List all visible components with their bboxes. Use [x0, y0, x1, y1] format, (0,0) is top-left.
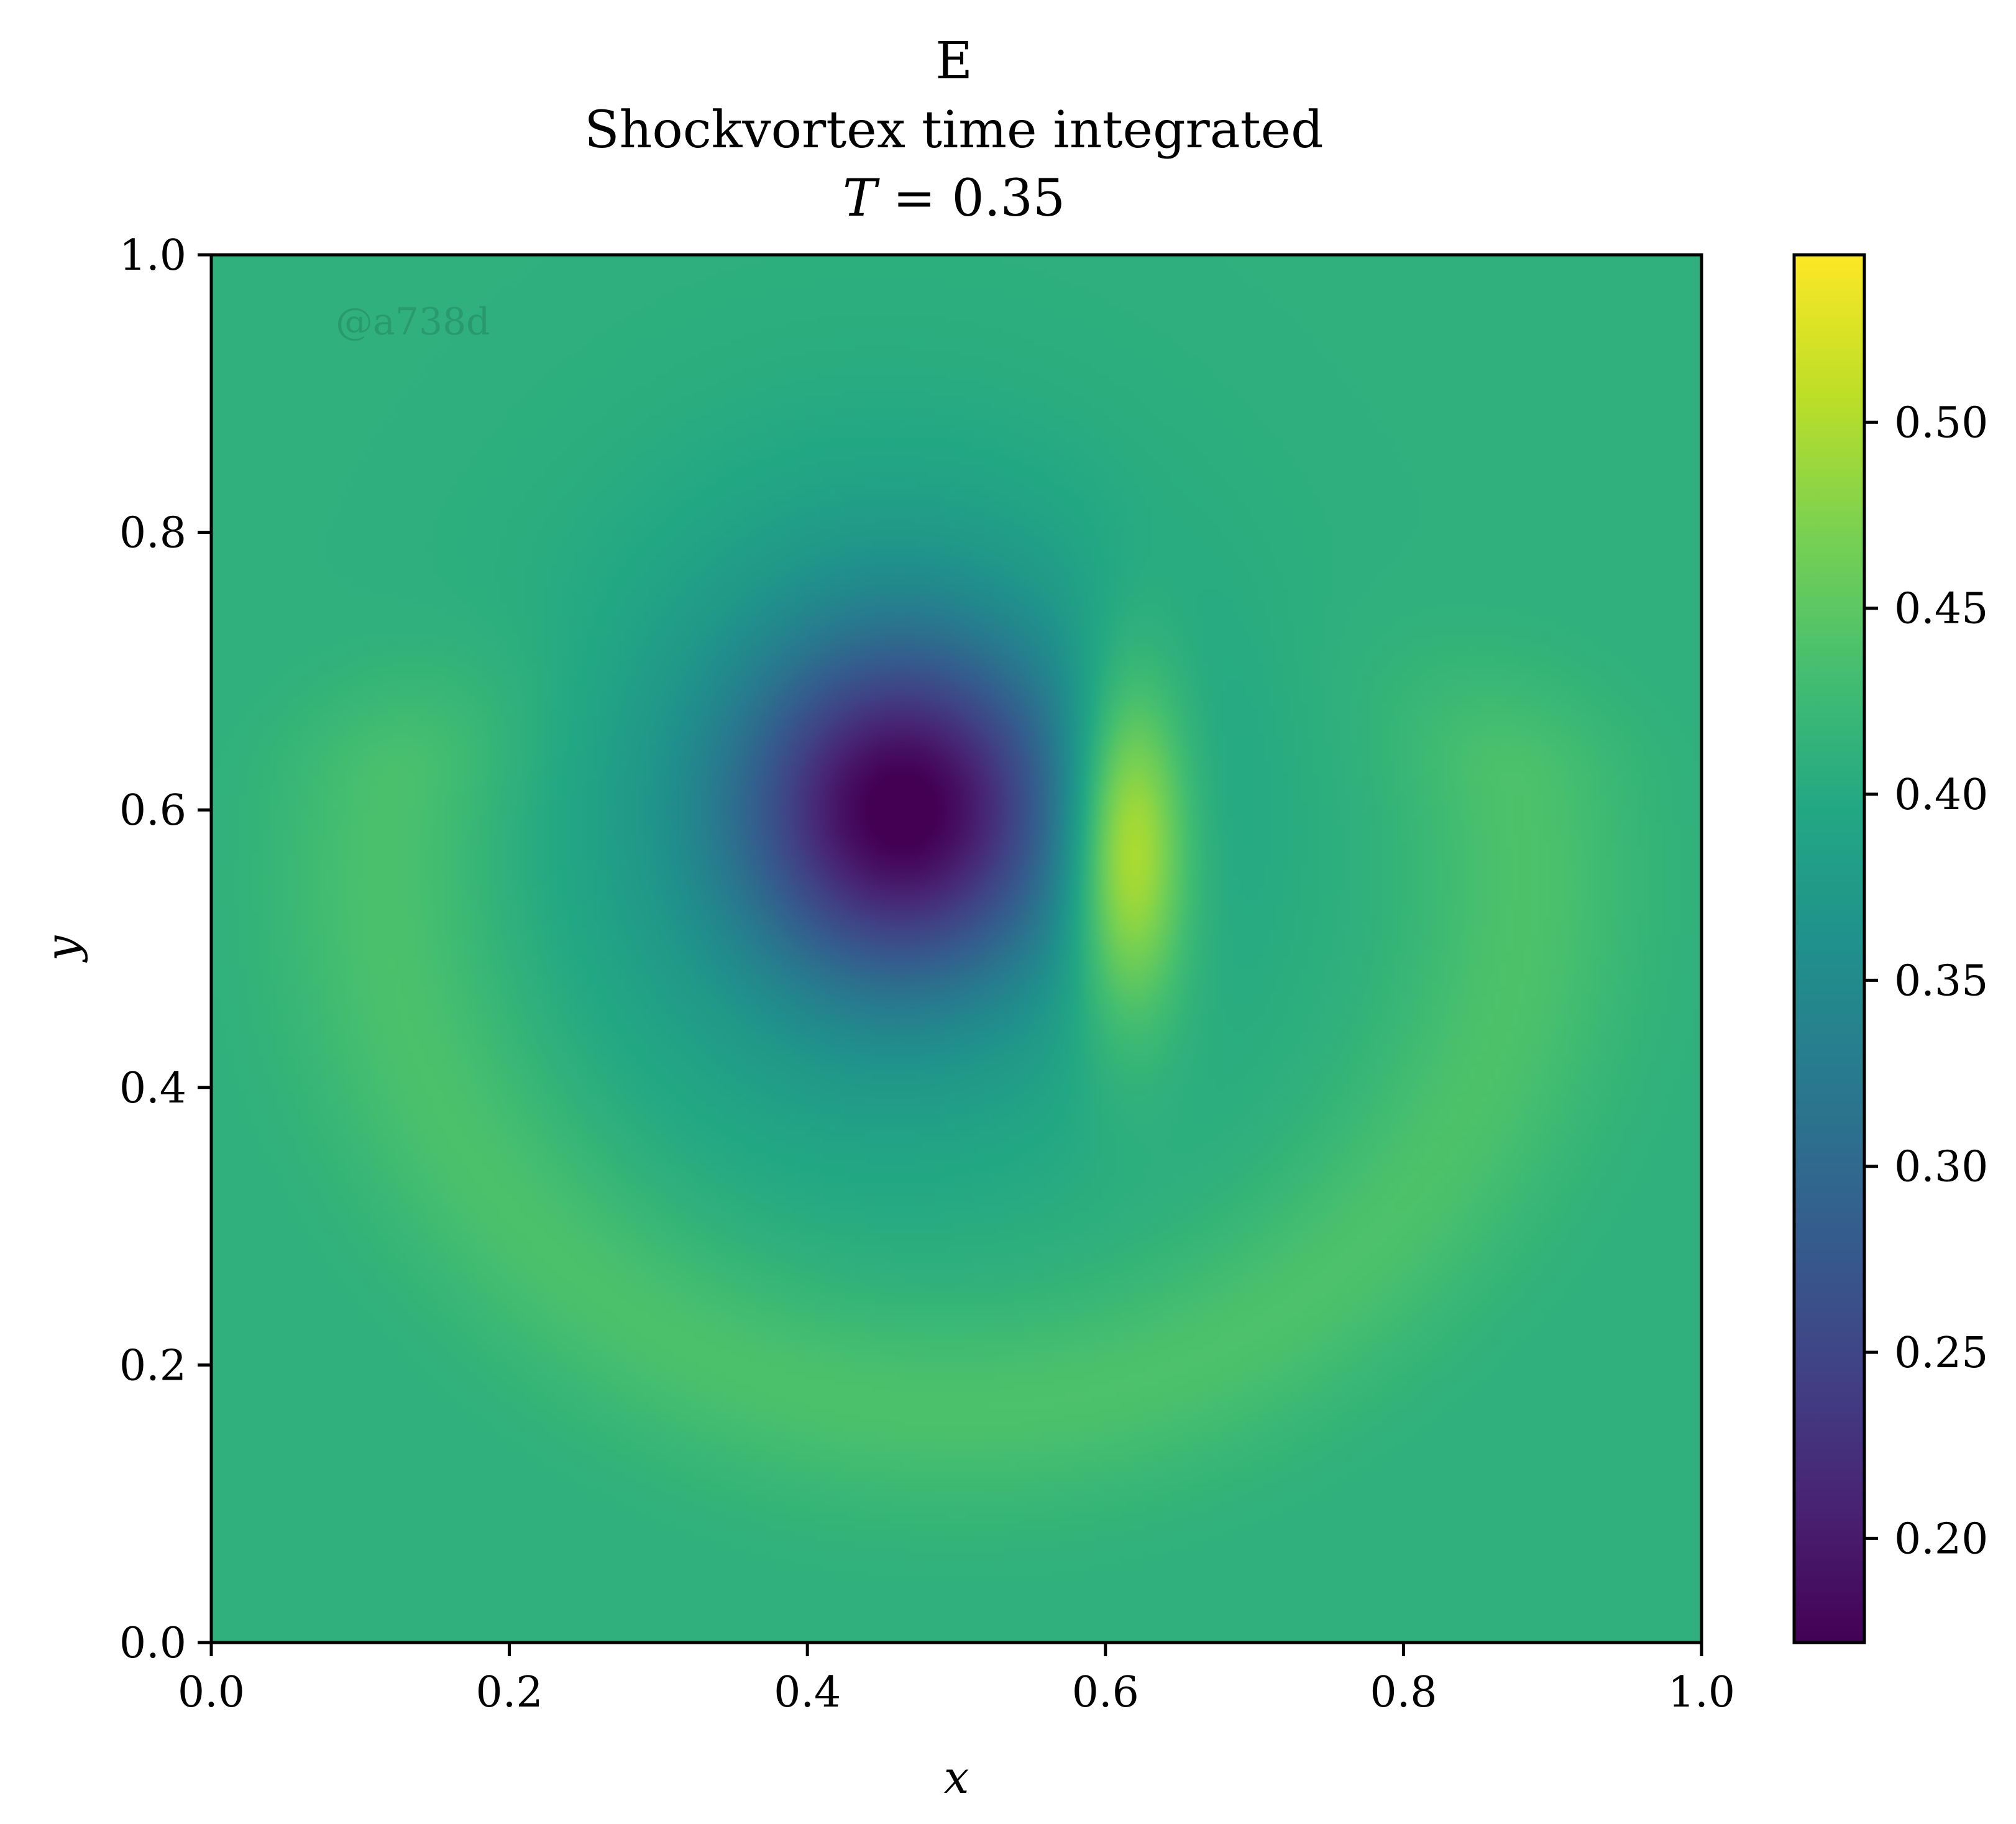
- colorbar-ticks: 0.20 0.25 0.30 0.35 0.40 0.45 0.50: [1864, 398, 1988, 1564]
- heatmap-image: [211, 255, 1702, 1643]
- y-axis-ticks: 0.0 0.2 0.4 0.6 0.8 1.0: [119, 231, 211, 1668]
- colorbar-tick-label: 0.20: [1894, 1515, 1988, 1564]
- colorbar-tick-label: 0.25: [1894, 1329, 1988, 1378]
- colorbar-tick-label: 0.50: [1894, 398, 1988, 447]
- x-tick-label: 1.0: [1668, 1668, 1735, 1717]
- y-tick-label: 0.4: [119, 1064, 186, 1113]
- y-tick-label: 0.0: [119, 1619, 186, 1668]
- time-value: = 0.35: [877, 169, 1065, 228]
- colorbar-tick-label: 0.35: [1894, 956, 1988, 1006]
- x-tick-label: 0.0: [178, 1668, 245, 1717]
- chart-time-label: T = 0.35: [843, 169, 1065, 228]
- colorbar-tick-label: 0.30: [1894, 1143, 1988, 1192]
- time-symbol: T: [843, 169, 880, 228]
- y-tick-label: 0.2: [119, 1341, 186, 1390]
- y-axis-label: y: [36, 935, 88, 963]
- x-tick-label: 0.8: [1370, 1668, 1437, 1717]
- watermark-text: @a738d: [336, 300, 490, 344]
- y-tick-label: 0.6: [119, 786, 186, 835]
- colorbar-tick-label: 0.40: [1894, 771, 1988, 820]
- colorbar-tick-label: 0.45: [1894, 585, 1988, 634]
- colorbar: [1792, 253, 1866, 1644]
- plot-frame: [209, 253, 1703, 1644]
- x-axis-label: x: [944, 1751, 969, 1803]
- x-tick-label: 0.6: [1072, 1668, 1139, 1717]
- chart-subtitle: Shockvortex time integrated: [584, 101, 1323, 160]
- x-axis-ticks: 0.0 0.2 0.4 0.6 0.8 1.0: [178, 1643, 1735, 1717]
- x-tick-label: 0.4: [774, 1668, 841, 1717]
- y-tick-label: 1.0: [119, 231, 186, 280]
- chart-title: E: [935, 32, 973, 91]
- x-tick-label: 0.2: [476, 1668, 543, 1717]
- y-tick-label: 0.8: [119, 509, 186, 558]
